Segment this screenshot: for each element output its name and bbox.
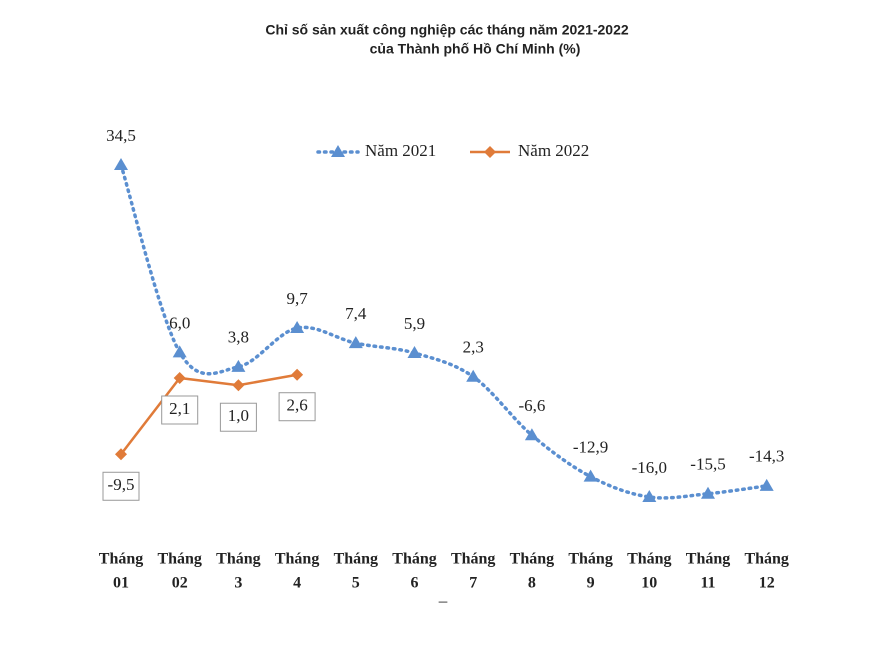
data-label: 9,7	[286, 289, 308, 308]
marker	[291, 368, 304, 381]
marker	[172, 345, 187, 358]
marker	[524, 428, 539, 441]
marker	[231, 359, 246, 372]
marker	[114, 158, 128, 170]
data-label: 7,4	[345, 304, 367, 323]
x-tick-label: 9	[587, 575, 595, 592]
label-box	[219, 402, 257, 432]
x-tick-label: 8	[528, 575, 536, 592]
legend-label: Năm 2022	[518, 141, 589, 160]
x-tick-label: 3	[234, 575, 242, 592]
data-label: 5,9	[404, 314, 425, 333]
x-tick-label: 12	[759, 575, 775, 592]
x-tick-label: Tháng	[686, 551, 730, 568]
x-tick-label: Tháng	[627, 551, 671, 568]
x-tick-label: Tháng	[157, 551, 201, 568]
x-tick-label: Tháng	[510, 551, 554, 568]
x-tick-label: 5	[352, 575, 360, 592]
x-tick-label: 4	[293, 575, 301, 592]
marker	[290, 321, 305, 334]
x-tick-label: 6	[411, 575, 419, 592]
x-tick-label: 01	[113, 575, 129, 592]
data-label: -14,3	[749, 447, 784, 466]
marker	[642, 490, 657, 502]
data-label: 2,1	[169, 399, 190, 418]
x-tick-label: 7	[469, 575, 477, 592]
data-label: 34,5	[106, 126, 136, 145]
chart-title: Chỉ số sản xuất công nghiệp các tháng nă…	[265, 22, 629, 38]
x-tick-label: Tháng	[334, 551, 378, 568]
data-label: -15,5	[690, 455, 725, 474]
x-tick-label: Tháng	[568, 551, 612, 568]
marker	[232, 379, 245, 392]
x-tick-label: Tháng	[744, 551, 788, 568]
label-box	[102, 471, 140, 501]
x-tick-label: Tháng	[216, 551, 260, 568]
data-label: -9,5	[108, 475, 135, 494]
data-label: 1,0	[228, 406, 249, 425]
x-tick-label: 10	[641, 575, 657, 592]
data-label: 2,3	[463, 338, 484, 357]
marker	[701, 486, 715, 499]
legend-label: Năm 2021	[365, 141, 436, 160]
marker	[583, 469, 598, 482]
label-box	[278, 392, 316, 422]
label-box	[161, 395, 199, 425]
marker	[331, 145, 345, 157]
series-line	[119, 163, 769, 500]
x-tick-label: 11	[700, 575, 715, 592]
data-label: 6,0	[169, 313, 190, 332]
x-tick-label: Tháng	[392, 551, 436, 568]
marker	[484, 146, 496, 158]
marker	[115, 448, 127, 461]
x-tick-label: Tháng	[275, 551, 319, 568]
data-label: 3,8	[228, 328, 249, 347]
x-tick-label: Tháng	[451, 551, 495, 568]
marker	[759, 478, 774, 491]
series-line	[120, 373, 298, 456]
marker	[348, 336, 363, 349]
data-label: -16,0	[632, 458, 667, 477]
marker	[407, 346, 422, 359]
data-label: 2,6	[286, 396, 307, 415]
chart-subtitle: của Thành phố Hồ Chí Minh (%)	[370, 41, 581, 57]
marker	[466, 369, 481, 382]
marker	[173, 372, 186, 385]
note: –	[438, 591, 448, 610]
x-tick-label: 02	[172, 575, 188, 592]
data-label: -6,6	[518, 396, 545, 415]
data-label: -12,9	[573, 438, 608, 457]
x-tick-label: Tháng	[99, 551, 143, 568]
